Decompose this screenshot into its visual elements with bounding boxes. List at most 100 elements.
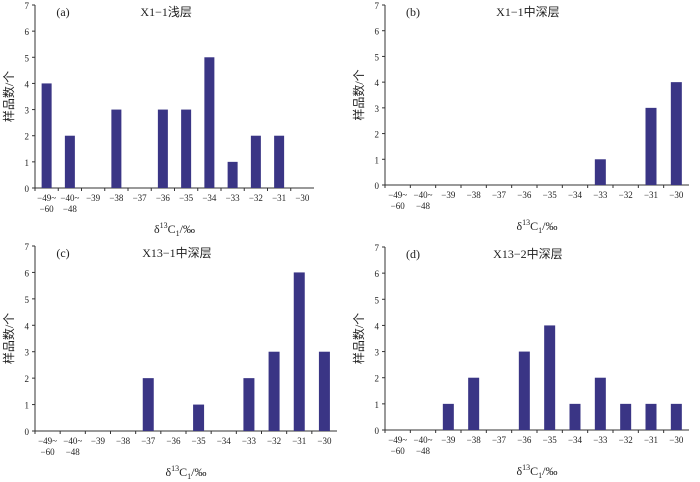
y-tick-label: 2 — [375, 374, 380, 384]
y-tick-label: 1 — [25, 401, 30, 411]
x-tick-label: −38 — [467, 190, 482, 200]
bar — [111, 109, 122, 188]
bar — [157, 109, 168, 188]
y-tick-label: 0 — [375, 181, 380, 191]
bar — [670, 403, 682, 430]
x-tick-label: −39 — [441, 190, 456, 200]
chart-title: X1−1浅层 — [140, 5, 191, 19]
y-tick-label: 6 — [25, 268, 30, 278]
panel-label: (b) — [406, 5, 420, 19]
y-tick-label: 0 — [375, 426, 380, 436]
x-tick-label: −39 — [86, 193, 101, 203]
x-tick-label: −36 — [517, 435, 532, 445]
y-tick-label: 4 — [375, 78, 380, 88]
x-tick-label: −36 — [156, 193, 171, 203]
x-tick-label: −37 — [492, 190, 507, 200]
x-tick-label: −30 — [317, 436, 332, 446]
y-tick-label: 3 — [25, 106, 30, 116]
bar — [193, 404, 205, 431]
y-tick-label: 6 — [25, 27, 30, 37]
x-tick-label: −40~ −48 — [414, 190, 433, 211]
x-tick-label: −34 — [217, 436, 232, 446]
x-tick-label: −49~ −60 — [37, 193, 56, 214]
x-tick-label: −31 — [272, 193, 286, 203]
x-tick-label: −38 — [116, 436, 131, 446]
x-tick-label: −49~ −60 — [388, 435, 407, 456]
x-tick-label: −31 — [292, 436, 306, 446]
panel-label: (a) — [56, 5, 69, 19]
bar — [41, 83, 52, 188]
x-tick-label: −34 — [568, 435, 583, 445]
bar — [594, 159, 606, 185]
x-tick-label: −33 — [242, 436, 257, 446]
x-tick-label: −32 — [249, 193, 263, 203]
x-tick-label: −37 — [492, 435, 507, 445]
x-tick-label: −36 — [166, 436, 181, 446]
bar — [293, 272, 305, 431]
bar — [670, 82, 682, 185]
y-tick-label: 1 — [375, 400, 380, 410]
bar — [518, 351, 530, 430]
y-tick-label: 6 — [375, 27, 380, 37]
y-tick-label: 2 — [25, 132, 30, 142]
y-axis-label: 样品数/个 — [1, 71, 16, 122]
x-tick-label: −40~ −48 — [63, 436, 82, 457]
bar — [594, 377, 606, 430]
x-tick-label: −33 — [226, 193, 241, 203]
x-tick-label: −38 — [109, 193, 124, 203]
y-tick-label: 3 — [375, 348, 380, 358]
y-tick-label: 7 — [375, 1, 380, 11]
x-tick-label: −40~ −48 — [60, 193, 79, 214]
y-tick-label: 4 — [25, 321, 30, 331]
bar — [620, 403, 632, 430]
x-tick-label: −31 — [644, 435, 658, 445]
x-tick-label: −37 — [133, 193, 148, 203]
y-tick-label: 7 — [375, 243, 380, 253]
x-tick-label: −39 — [441, 435, 456, 445]
bar — [274, 135, 285, 188]
y-tick-label: 1 — [25, 158, 30, 168]
bar — [544, 325, 556, 430]
bar — [64, 135, 75, 188]
x-tick-label: −32 — [619, 435, 633, 445]
x-tick-label: −37 — [141, 436, 156, 446]
bar — [243, 378, 255, 431]
x-tick-label: −35 — [543, 435, 558, 445]
y-tick-label: 4 — [25, 79, 30, 89]
bar — [645, 403, 657, 430]
y-tick-label: 5 — [375, 295, 380, 305]
y-tick-label: 3 — [25, 348, 30, 358]
y-tick-label: 6 — [375, 269, 380, 279]
bar — [569, 403, 581, 430]
x-tick-label: −49~ −60 — [38, 436, 57, 457]
y-tick-label: 1 — [375, 155, 380, 165]
x-axis-label: δ13C1/‰ — [154, 221, 195, 238]
x-axis-label: δ13C1/‰ — [516, 463, 557, 480]
y-tick-label: 5 — [375, 52, 380, 62]
y-tick-label: 5 — [25, 295, 30, 305]
x-tick-label: −36 — [517, 190, 532, 200]
x-tick-label: −34 — [568, 190, 583, 200]
y-tick-label: 0 — [25, 427, 30, 437]
bar — [181, 109, 192, 188]
x-tick-label: −32 — [619, 190, 633, 200]
x-axis-label: δ13C1/‰ — [516, 218, 557, 235]
x-tick-label: −38 — [467, 435, 482, 445]
panel-label: (d) — [406, 247, 420, 261]
x-axis-label: δ13C1/‰ — [165, 464, 206, 481]
bar — [250, 135, 261, 188]
bar — [142, 378, 154, 431]
x-tick-label: −30 — [295, 193, 310, 203]
y-tick-label: 3 — [375, 104, 380, 114]
x-tick-label: −31 — [644, 190, 658, 200]
x-tick-label: −40~ −48 — [414, 435, 433, 456]
x-tick-label: −34 — [202, 193, 217, 203]
x-tick-label: −49~ −60 — [388, 190, 407, 211]
chart-title: X13−1中深层 — [142, 245, 211, 260]
x-tick-label: −33 — [593, 435, 608, 445]
